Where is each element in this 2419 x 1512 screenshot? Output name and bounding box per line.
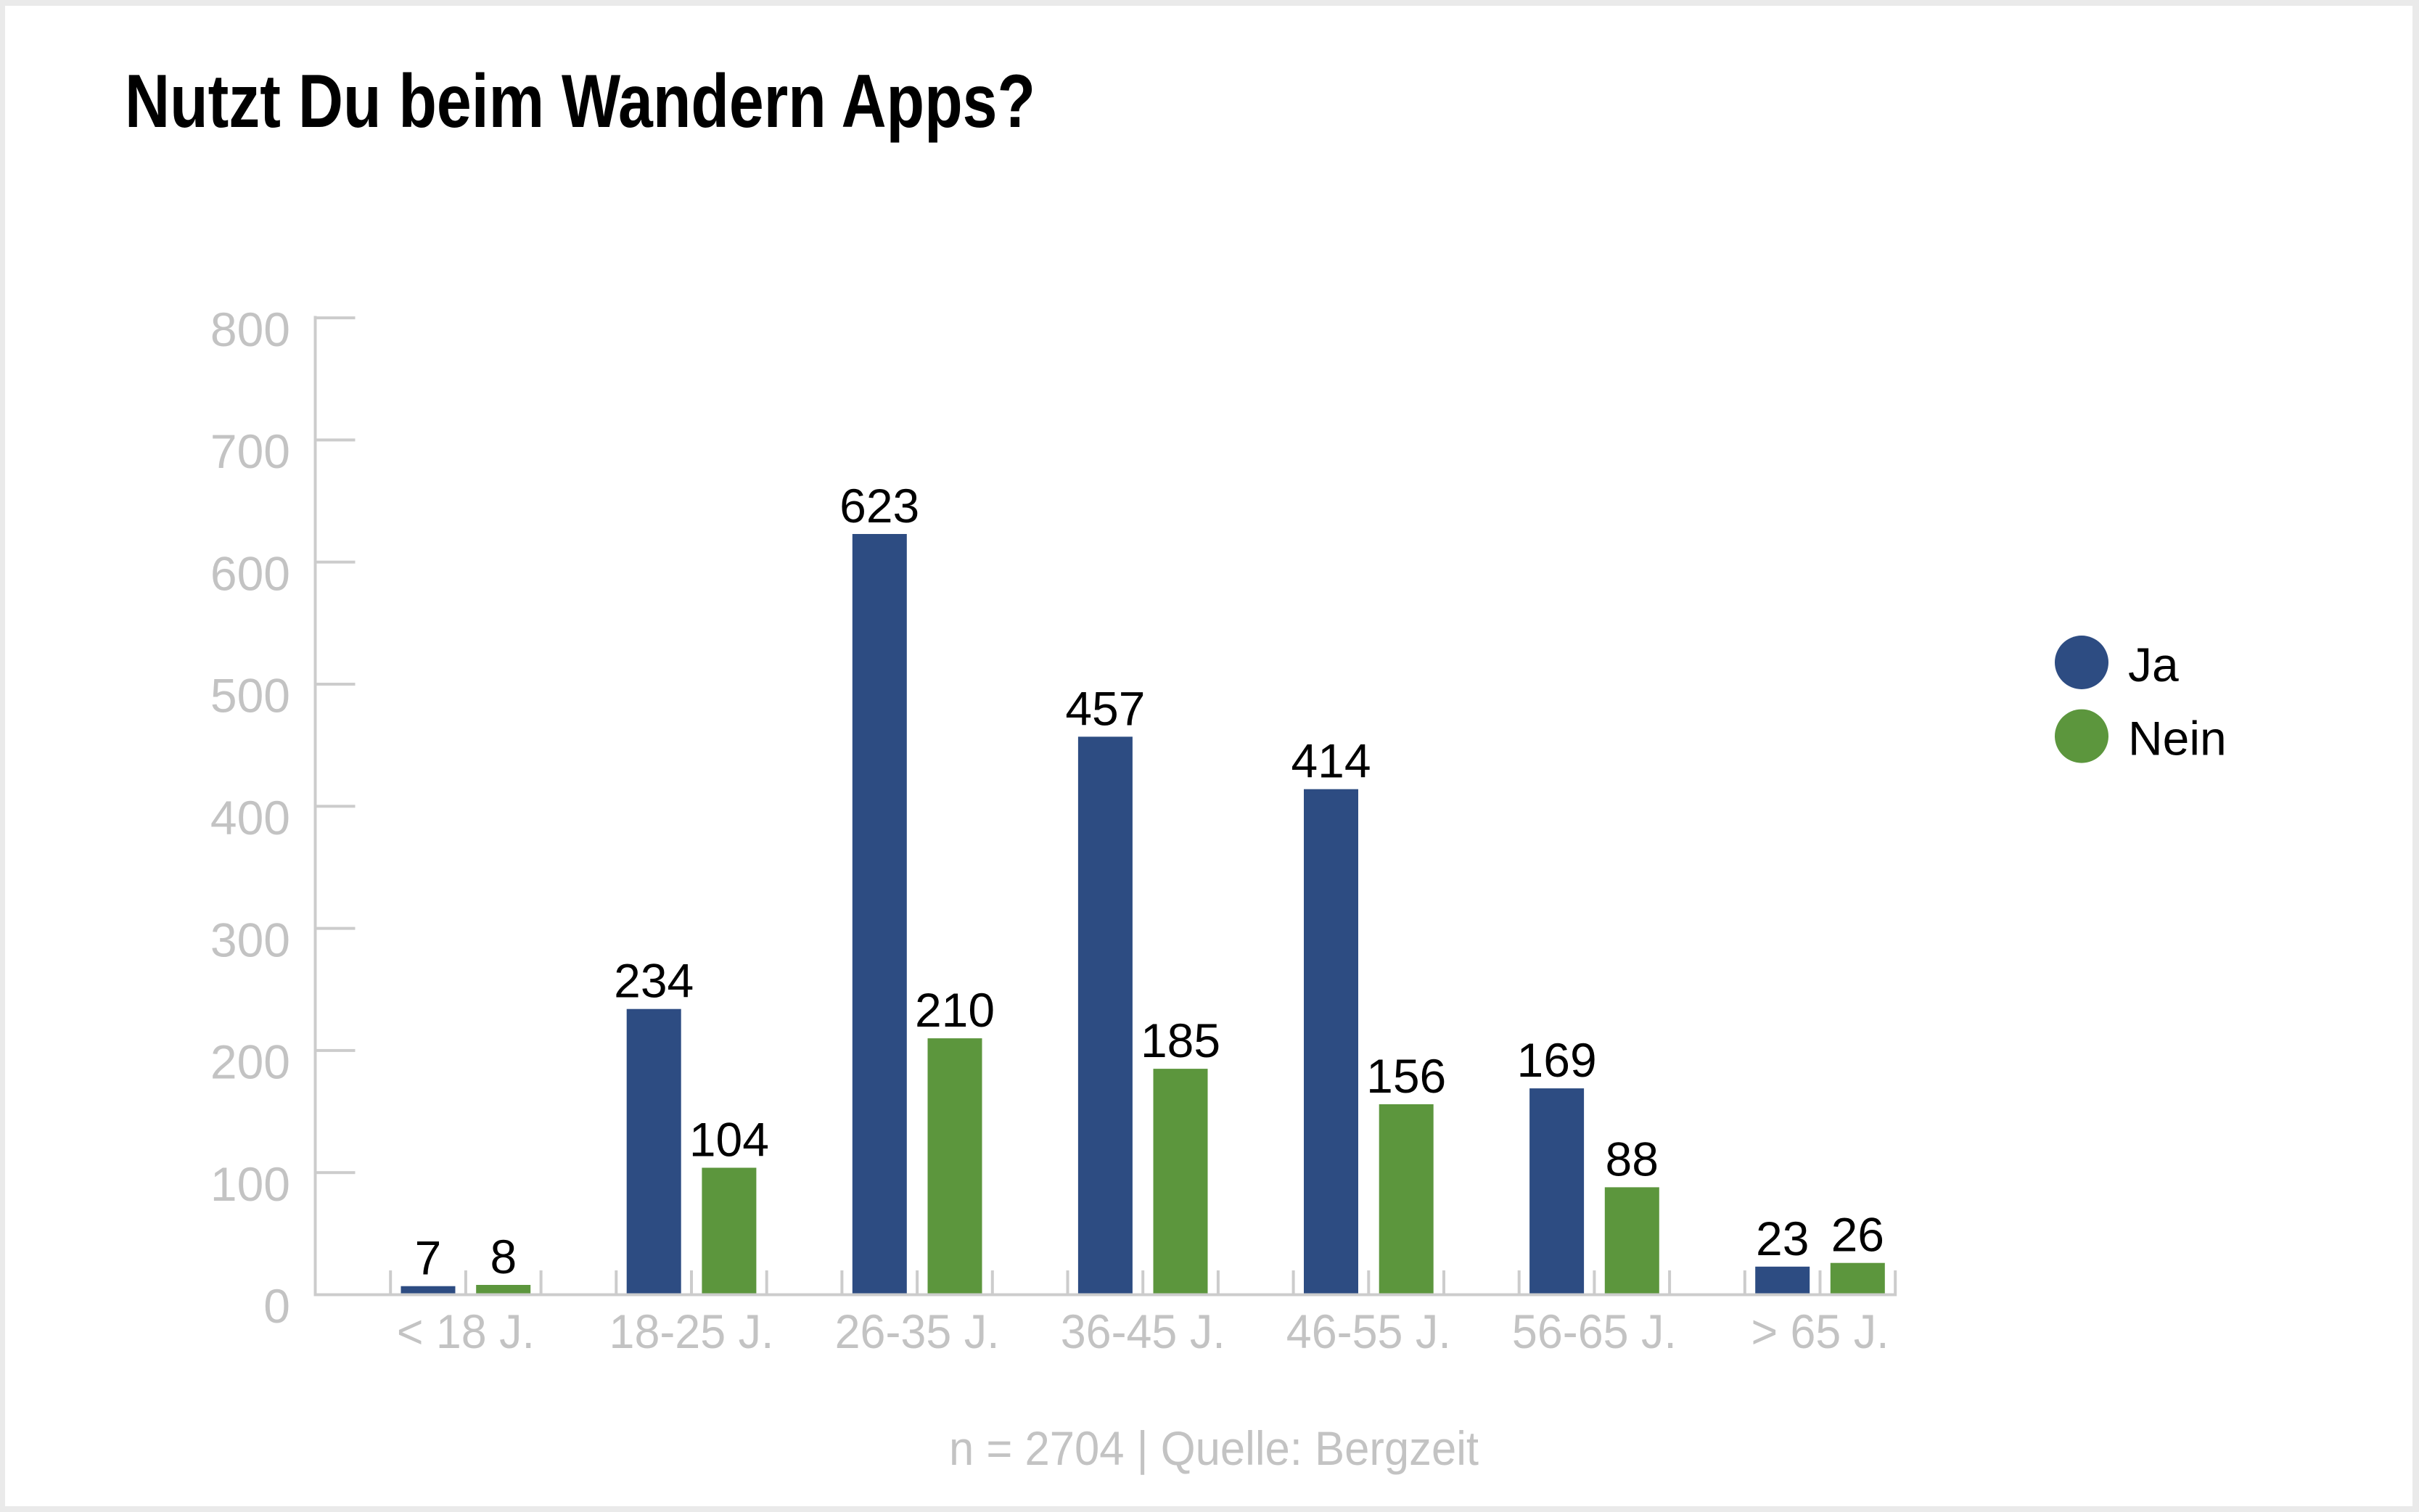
svg-text:23: 23: [1756, 1212, 1809, 1265]
svg-text:> 65 J.: > 65 J.: [1751, 1304, 1889, 1358]
svg-text:210: 210: [915, 983, 995, 1037]
svg-text:8: 8: [490, 1230, 517, 1283]
svg-text:156: 156: [1366, 1049, 1446, 1103]
svg-text:104: 104: [689, 1113, 769, 1167]
svg-text:0: 0: [263, 1279, 290, 1333]
svg-text:n = 2704 | Quelle: Bergzeit: n = 2704 | Quelle: Bergzeit: [949, 1421, 1479, 1475]
svg-text:600: 600: [210, 546, 290, 600]
svg-text:457: 457: [1065, 681, 1145, 735]
svg-text:< 18 J.: < 18 J.: [397, 1304, 535, 1358]
svg-text:414: 414: [1291, 734, 1371, 788]
svg-text:400: 400: [210, 791, 290, 845]
svg-text:46-55 J.: 46-55 J.: [1286, 1304, 1451, 1358]
svg-text:234: 234: [614, 954, 694, 1008]
svg-text:Nutzt Du beim Wandern Apps?: Nutzt Du beim Wandern Apps?: [125, 59, 1035, 144]
svg-text:700: 700: [210, 424, 290, 478]
svg-text:500: 500: [210, 669, 290, 723]
svg-text:800: 800: [210, 303, 290, 356]
svg-text:200: 200: [210, 1035, 290, 1089]
svg-text:7: 7: [415, 1231, 442, 1285]
svg-text:623: 623: [839, 479, 919, 533]
svg-text:26-35 J.: 26-35 J.: [835, 1304, 1000, 1358]
svg-text:185: 185: [1141, 1014, 1220, 1067]
svg-text:88: 88: [1605, 1132, 1658, 1186]
svg-text:100: 100: [210, 1157, 290, 1211]
svg-text:26: 26: [1831, 1208, 1884, 1262]
svg-text:169: 169: [1517, 1033, 1597, 1087]
svg-text:56-65 J.: 56-65 J.: [1512, 1304, 1677, 1358]
svg-text:36-45 J.: 36-45 J.: [1061, 1304, 1225, 1358]
svg-text:300: 300: [210, 913, 290, 966]
svg-text:Ja: Ja: [2128, 638, 2179, 691]
svg-text:18-25 J.: 18-25 J.: [609, 1304, 774, 1358]
svg-text:Nein: Nein: [2128, 712, 2227, 765]
